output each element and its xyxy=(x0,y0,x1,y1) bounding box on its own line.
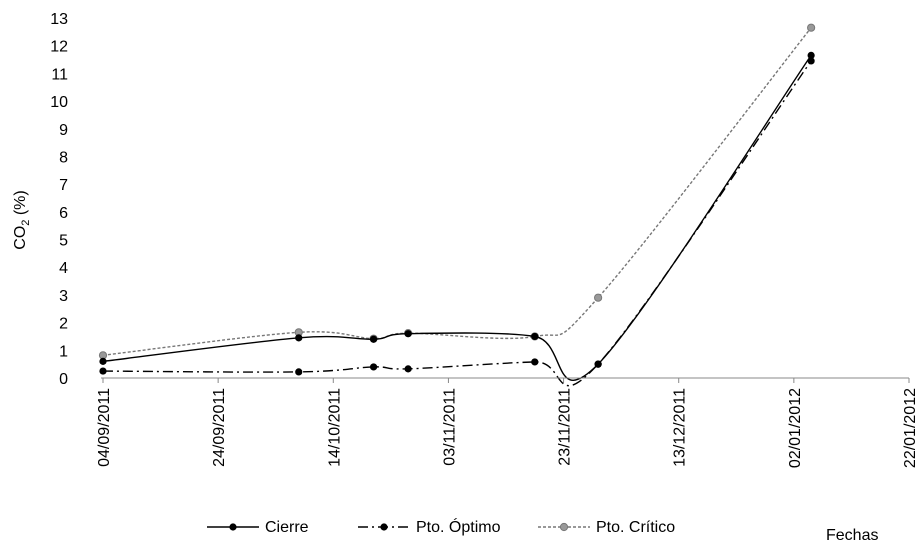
y-tick-label: 5 xyxy=(59,233,68,250)
data-point xyxy=(369,363,378,371)
data-point xyxy=(404,330,412,338)
y-tick-label: 6 xyxy=(59,205,68,222)
legend-label: Pto. Óptimo xyxy=(416,517,501,536)
data-point xyxy=(99,367,107,375)
x-tick-label: 02/01/2012 xyxy=(787,388,804,468)
legend: Cierre Pto. Óptimo Pto. Crítico xyxy=(207,517,675,536)
series-layer xyxy=(98,23,816,387)
legend-label: Cierre xyxy=(265,519,309,536)
legend-item: Pto. Crítico xyxy=(538,519,675,536)
data-point xyxy=(807,23,816,32)
x-axis-ticks: 04/09/2011 24/09/2011 14/10/2011 03/11/2011… xyxy=(96,378,919,468)
y-tick-label: 4 xyxy=(59,260,68,277)
data-point xyxy=(404,365,412,373)
x-tick-label: 22/01/2012 xyxy=(902,388,919,468)
series-line xyxy=(102,60,812,387)
data-point xyxy=(531,358,539,366)
data-point xyxy=(295,368,303,376)
series-line xyxy=(102,54,812,381)
legend-item: Cierre xyxy=(207,519,309,536)
y-tick-label: 0 xyxy=(59,371,68,388)
data-point xyxy=(295,334,303,342)
y-tick-label: 2 xyxy=(59,316,68,333)
legend-item: Pto. Óptimo xyxy=(358,517,501,536)
legend-swatch-marker xyxy=(559,522,569,532)
series-line xyxy=(102,27,812,356)
data-point xyxy=(99,357,107,365)
y-axis-title: CO2 (%) xyxy=(12,190,32,249)
series-2 xyxy=(98,23,816,360)
x-tick-label: 24/09/2011 xyxy=(211,388,228,467)
y-tick-label: 3 xyxy=(59,288,68,305)
y-tick-label: 13 xyxy=(50,11,68,28)
legend-swatch-marker xyxy=(380,523,388,531)
data-point xyxy=(531,332,539,341)
data-point xyxy=(369,335,378,343)
y-tick-label: 11 xyxy=(51,66,68,83)
data-point xyxy=(594,360,602,368)
x-tick-label: 04/09/2011 xyxy=(96,388,113,467)
data-point xyxy=(594,293,603,302)
y-tick-label: 12 xyxy=(50,39,68,56)
y-tick-label: 7 xyxy=(59,177,68,194)
x-tick-label: 13/12/2011 xyxy=(672,388,689,467)
y-tick-label: 10 xyxy=(50,94,68,111)
x-tick-label: 23/11/2011 xyxy=(557,388,574,466)
series-0 xyxy=(99,51,815,381)
data-point xyxy=(807,51,815,59)
y-tick-label: 8 xyxy=(59,149,68,166)
x-tick-label: 14/10/2011 xyxy=(326,388,343,467)
legend-label: Pto. Crítico xyxy=(596,519,675,536)
y-tick-label: 9 xyxy=(59,122,68,139)
y-tick-label: 1 xyxy=(59,343,68,360)
legend-swatch-marker xyxy=(229,523,237,531)
x-axis-title: Fechas xyxy=(826,527,878,544)
x-tick-label: 03/11/2011 xyxy=(441,388,458,466)
